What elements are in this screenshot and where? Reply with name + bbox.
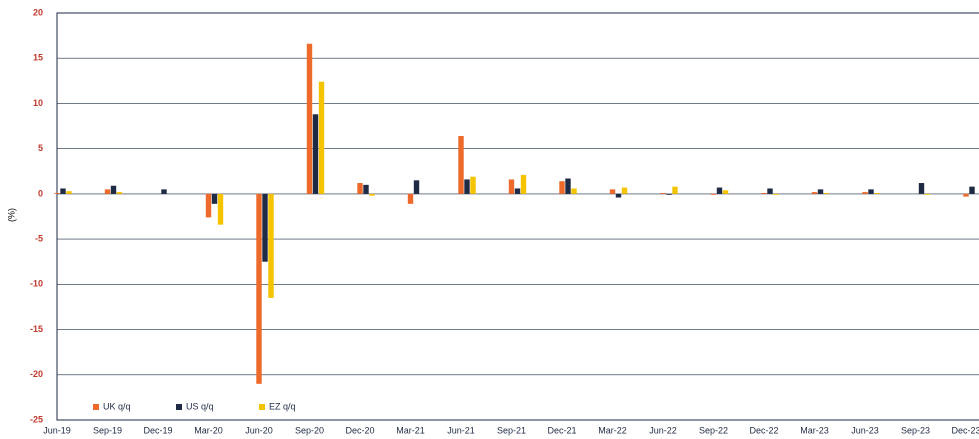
bar (211, 193, 218, 204)
bar (256, 193, 262, 384)
bar (464, 179, 470, 194)
bar (672, 186, 678, 194)
x-tick-label: Jun-22 (649, 425, 677, 435)
y-tick-label: 5 (38, 143, 43, 153)
bar (116, 192, 123, 194)
bar (407, 193, 414, 204)
x-tick-label: Mar-20 (194, 425, 223, 435)
y-tick-label: -20 (30, 369, 43, 379)
x-tick-label: Sep-23 (901, 425, 930, 435)
bar (262, 193, 268, 262)
bar (710, 193, 717, 195)
bar (621, 187, 628, 194)
bar (811, 192, 818, 194)
x-tick-label: Sep-19 (93, 425, 122, 435)
bar (104, 189, 111, 194)
x-tick-label: Jun-19 (43, 425, 71, 435)
bar (615, 193, 622, 198)
bar (609, 189, 616, 194)
x-tick-label: Dec-22 (749, 425, 778, 435)
bar (565, 178, 571, 194)
x-tick-label: Dec-21 (547, 425, 576, 435)
bar (357, 183, 363, 194)
bar (918, 183, 925, 194)
bar (413, 180, 420, 194)
x-tick-label: Mar-23 (800, 425, 829, 435)
bar (666, 193, 672, 195)
bar (761, 192, 767, 194)
bar (508, 179, 515, 194)
x-tick-label: Sep-21 (497, 425, 526, 435)
bar (458, 136, 464, 194)
bar (268, 193, 274, 298)
y-axis-label: (%) (6, 208, 16, 222)
bar (716, 187, 723, 194)
y-tick-label: -10 (30, 279, 43, 289)
bar (60, 188, 66, 194)
x-tick-label: Jun-23 (851, 425, 879, 435)
y-tick-label: -25 (30, 414, 43, 424)
bar (369, 193, 375, 196)
bar (862, 192, 868, 194)
bar (963, 193, 969, 197)
bar (559, 181, 565, 194)
x-tick-label: Mar-21 (396, 425, 425, 435)
x-tick-label: Dec-23 (951, 425, 979, 435)
x-tick-label: Sep-20 (295, 425, 324, 435)
plot-area (56, 12, 979, 421)
legend-label: US q/q (186, 401, 214, 411)
bar (470, 176, 476, 194)
x-tick-label: Jun-20 (245, 425, 273, 435)
bar (66, 191, 72, 194)
bar (874, 192, 880, 194)
bar (924, 193, 931, 195)
legend-swatch (259, 404, 265, 410)
bar (514, 188, 521, 194)
bar (969, 186, 975, 194)
bar (823, 192, 830, 194)
legend-label: UK q/q (103, 401, 131, 411)
legend-swatch (93, 404, 99, 410)
x-tick-label: Jun-21 (447, 425, 475, 435)
bar (306, 43, 313, 194)
y-tick-label: -5 (35, 233, 43, 243)
y-tick-label: -15 (30, 324, 43, 334)
bar (217, 193, 224, 225)
bar (318, 81, 325, 194)
bar (110, 185, 117, 194)
bar (161, 189, 167, 194)
bar (520, 174, 527, 194)
bar (363, 184, 369, 194)
bar (660, 192, 666, 194)
y-tick-label: 10 (33, 98, 43, 108)
bar (571, 188, 577, 194)
y-tick-label: 20 (33, 7, 43, 17)
y-tick-label: 0 (38, 188, 43, 198)
bar (773, 193, 779, 195)
bar (868, 189, 874, 194)
legend-label: EZ q/q (269, 401, 296, 411)
x-tick-label: Dec-19 (143, 425, 172, 435)
bar (722, 190, 729, 194)
x-tick-label: Sep-22 (699, 425, 728, 435)
bar (817, 189, 824, 194)
bar (205, 193, 212, 218)
bar (767, 188, 773, 194)
y-tick-label: 15 (33, 53, 43, 63)
x-tick-label: Mar-22 (598, 425, 627, 435)
legend-swatch (176, 404, 182, 410)
bar (54, 192, 60, 194)
bar (312, 114, 319, 194)
x-tick-label: Dec-20 (345, 425, 374, 435)
